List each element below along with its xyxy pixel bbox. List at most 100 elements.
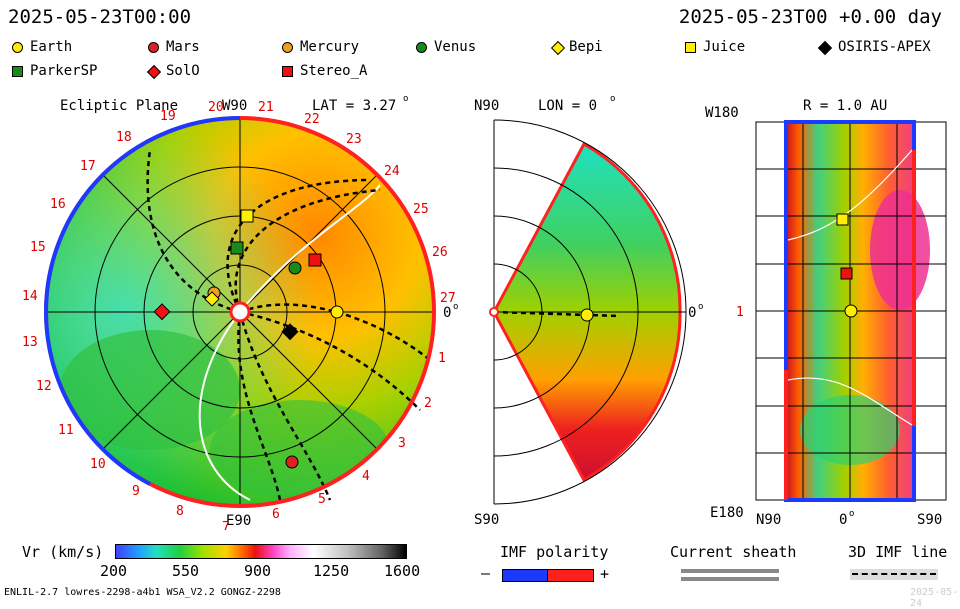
- colorbar-tick: 1600: [384, 562, 421, 580]
- sector-label: 20: [208, 100, 224, 115]
- left-timestamp: 2025-05-23T00:00: [8, 6, 192, 28]
- one-au-label: 1: [736, 305, 744, 320]
- negative-polarity-swatch: [502, 569, 549, 582]
- sheath-line-icon: [681, 577, 779, 581]
- juice-marker-icon: [685, 42, 696, 53]
- colorbar-tick: 1250: [313, 562, 350, 580]
- zero-degree: o: [698, 302, 703, 312]
- plus-label: +: [600, 565, 610, 583]
- lon-degree: o: [610, 94, 615, 104]
- sector-label: 23: [346, 132, 362, 147]
- colorbar-tick: 550: [172, 562, 200, 580]
- slow-wind-region: [210, 400, 390, 500]
- zero-degree: o: [849, 509, 854, 519]
- imf-line: [493, 310, 621, 318]
- sector-label: 18: [116, 130, 132, 145]
- zero-degree: o: [453, 302, 458, 312]
- colorbar-gradient: [115, 544, 407, 559]
- bepi-marker-icon: [550, 40, 566, 56]
- juice-marker: [240, 209, 254, 223]
- osiris-apex-marker: [281, 323, 299, 341]
- sector-label: 25: [413, 202, 429, 217]
- s90-label: S90: [917, 512, 942, 528]
- sun-icon: [229, 301, 251, 323]
- mars-marker: [285, 455, 299, 469]
- stereo-a-marker: [840, 267, 853, 280]
- positive-polarity-swatch: [547, 569, 594, 582]
- lon-label: LON = 0: [538, 98, 597, 114]
- meridional-panel: N90 LON = 0 o S90 0 o: [474, 94, 703, 528]
- legend-label: Venus: [434, 39, 477, 55]
- sheath-line-icon: [681, 569, 779, 573]
- earth-marker: [580, 308, 594, 322]
- n90-label: N90: [474, 98, 499, 114]
- e90-label: E90: [226, 513, 251, 529]
- colorbar-label: Vr (km/s): [22, 543, 104, 561]
- ecliptic-title: Ecliptic Plane: [60, 98, 178, 114]
- zero-label: 0: [688, 305, 696, 321]
- legend-label: ParkerSP: [30, 63, 98, 79]
- solo-marker-icon: [146, 64, 162, 80]
- legend-label: OSIRIS-APEX: [838, 39, 931, 55]
- fast-wind-region: [870, 190, 930, 310]
- w90-label: W90: [222, 98, 247, 114]
- current-sheath-lines: [198, 184, 381, 501]
- rectangular-map-panel: W180 R = 1.0 AU E180 N90 0 o S90 1: [705, 98, 947, 528]
- venus-marker-icon: [416, 42, 427, 53]
- legend-label: Juice: [703, 39, 746, 55]
- legend-label: Earth: [30, 39, 73, 55]
- sector-label: 1: [438, 351, 446, 366]
- juice-marker: [836, 213, 849, 226]
- parkersp-marker: [230, 241, 244, 255]
- slow-wind-region: [60, 330, 240, 450]
- ecliptic-boundary-negative: [44, 116, 241, 313]
- zero-label: 0: [839, 512, 847, 528]
- legend-label: SolO: [166, 63, 200, 79]
- legend-label: Mercury: [300, 39, 360, 55]
- sector-label: 11: [58, 423, 74, 438]
- sector-label: 14: [22, 289, 38, 304]
- legend-label: Stereo_A: [300, 63, 368, 79]
- sector-label: 13: [22, 335, 38, 350]
- right-timestamp: 2025-05-23T00 +0.00 day: [678, 6, 942, 28]
- earth-marker: [330, 305, 344, 319]
- s90-label: S90: [474, 512, 499, 528]
- current-sheath-line: [787, 377, 913, 426]
- sun-icon: [489, 307, 499, 317]
- sector-label: 8: [176, 504, 184, 519]
- legend-label: Mars: [166, 39, 200, 55]
- sector-label: 17: [80, 159, 96, 174]
- sector-label: 2: [424, 396, 432, 411]
- ecliptic-boundary-negative: [43, 311, 151, 486]
- mars-marker-icon: [148, 42, 159, 53]
- sector-label: 16: [50, 197, 66, 212]
- stereo-a-marker-icon: [282, 66, 293, 77]
- lat-label: LAT = 3.27: [312, 98, 396, 114]
- sector-label: 24: [384, 164, 400, 179]
- legend-label: Bepi: [569, 39, 603, 55]
- venus-marker: [288, 261, 302, 275]
- e180-label: E180: [710, 505, 744, 521]
- bepi-marker: [204, 291, 220, 307]
- sector-label: 5: [318, 492, 326, 507]
- earth-marker-icon: [12, 42, 23, 53]
- minus-label: –: [481, 564, 491, 582]
- stereo-a-marker: [308, 253, 322, 267]
- parkersp-marker-icon: [12, 66, 23, 77]
- sector-label: 21: [258, 100, 274, 115]
- ecliptic-plane-panel: Ecliptic Plane W90 LAT = 3.27 o E90 0 o: [22, 94, 458, 530]
- sector-label: 9: [132, 484, 140, 499]
- sector-label: 7: [222, 520, 230, 530]
- sector-label: 3: [398, 436, 406, 451]
- sector-label: 4: [362, 469, 370, 484]
- mercury-marker-icon: [282, 42, 293, 53]
- colorbar-tick: 200: [100, 562, 128, 580]
- imf-polarity-label: IMF polarity: [500, 543, 609, 561]
- sector-label: 27: [440, 291, 456, 306]
- footer-date: 2025-05-24: [910, 587, 959, 609]
- sector-label: 19: [160, 109, 176, 124]
- zero-label: 0: [443, 305, 451, 321]
- solo-marker: [153, 303, 171, 321]
- osiris-apex-marker-icon: [817, 40, 833, 56]
- sector-label: 22: [304, 112, 320, 127]
